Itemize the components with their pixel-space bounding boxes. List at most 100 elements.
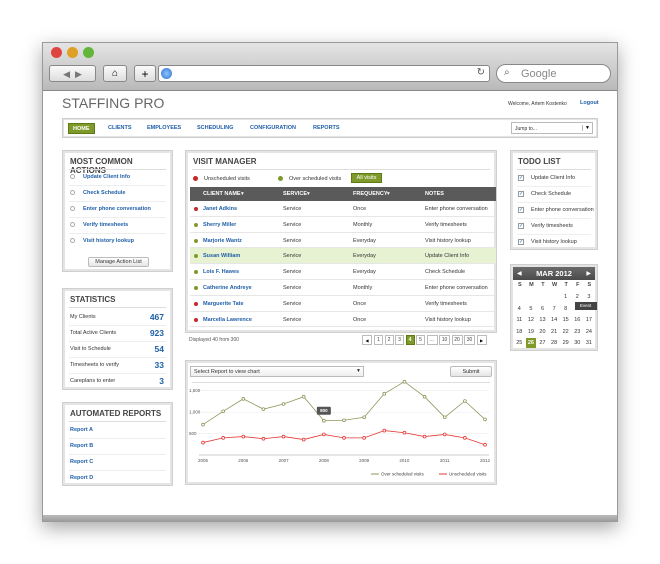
client-name[interactable]: Lois F. Hawes <box>203 269 240 276</box>
zoom-button[interactable] <box>83 47 94 58</box>
calendar-day[interactable]: 29 <box>562 340 569 346</box>
page-button[interactable]: 20 <box>451 335 463 345</box>
calendar-day[interactable]: 6 <box>540 305 545 312</box>
calendar-day[interactable]: 4 <box>517 305 521 312</box>
table-row[interactable]: Sherry Miller Service Monthly Verify timesh… <box>190 217 496 233</box>
calendar-day[interactable]: 3 <box>587 294 591 300</box>
calendar-day[interactable]: 15 <box>562 317 569 323</box>
report-link[interactable]: Report D <box>70 475 94 481</box>
manage-button[interactable]: Manage Action List <box>88 257 149 267</box>
nav-item[interactable]: EMPLOYEES <box>147 125 182 131</box>
page-button[interactable]: 3 <box>395 335 404 345</box>
column-header[interactable]: SERVICE <box>283 191 308 197</box>
next-month[interactable]: ▶ <box>586 271 591 277</box>
calendar-day[interactable]: 16 <box>574 317 581 323</box>
calendar-day[interactable]: 19 <box>527 328 534 335</box>
client-name[interactable]: Marguerite Tate <box>203 300 244 307</box>
calendar-day[interactable]: 20 <box>539 328 546 335</box>
table-row[interactable]: Lois F. Hawes Service Everyday Check Schedu… <box>190 264 496 280</box>
calendar-day[interactable]: 7 <box>552 305 556 312</box>
back-forward[interactable]: ◀ ▶ <box>49 65 96 82</box>
checkbox[interactable]: ✓ <box>518 207 524 213</box>
client-name[interactable]: Marjorie Wantz <box>203 237 242 244</box>
nav-item[interactable]: SCHEDULING <box>197 125 234 131</box>
table-row[interactable]: Marjorie Wantz Service Everyday Visit histo… <box>190 233 496 249</box>
calendar-day[interactable]: 2 <box>575 294 579 300</box>
page-button[interactable]: ... <box>426 335 438 345</box>
client-name[interactable]: Sherry Miller <box>203 221 237 228</box>
page-next[interactable]: ▶ <box>476 335 487 345</box>
page-button[interactable]: 10 <box>439 335 450 345</box>
nav-item[interactable]: CONFIGURATION <box>250 125 297 131</box>
column-header[interactable]: FREQUENCY <box>353 191 388 197</box>
calendar-day[interactable]: 26 <box>525 338 537 348</box>
x-tick-label: 2010 <box>399 458 410 463</box>
client-name[interactable]: Susan William <box>203 253 241 260</box>
calendar-day[interactable]: 22 <box>562 328 569 335</box>
calendar-day[interactable]: 25 <box>516 340 523 346</box>
calendar-day[interactable]: 1 <box>564 294 568 300</box>
home-button[interactable]: ⌂ <box>103 65 127 82</box>
client-name[interactable]: Catherine Andreye <box>203 285 252 291</box>
legend-label: Unscheduled visits <box>449 472 487 477</box>
calendar-day[interactable]: 17 <box>585 317 592 323</box>
table-row[interactable]: Janet Adkins Service Once Enter phone conve… <box>190 201 496 217</box>
checkbox[interactable]: ✓ <box>518 175 524 181</box>
table-row[interactable]: Marguerite Tate Service Once Verify timeshe… <box>190 296 496 312</box>
report-link[interactable]: Report B <box>70 443 94 449</box>
calendar-day[interactable]: 5 <box>529 305 533 312</box>
minimize-button[interactable] <box>67 47 78 58</box>
page-button[interactable]: 5 <box>416 335 425 345</box>
page-button[interactable]: 1 <box>374 335 383 345</box>
report-link[interactable]: Report C <box>70 459 94 465</box>
calendar-day[interactable]: 31 <box>585 340 592 346</box>
client-name[interactable]: Marcella Lawrence <box>203 316 252 323</box>
filter-button[interactable]: All visits <box>351 173 382 183</box>
address-bar[interactable]: ↻ <box>158 65 490 82</box>
submit-button[interactable]: Submit <box>450 366 492 377</box>
calendar-day[interactable]: 8 <box>564 305 568 312</box>
report-link[interactable]: Report A <box>70 427 94 433</box>
table-row[interactable]: Marcella Lawrence Service Once Visit histor… <box>190 312 496 328</box>
checkbox[interactable]: ✓ <box>518 223 524 229</box>
data-point <box>422 434 427 439</box>
page-button[interactable]: 2 <box>384 335 394 345</box>
table-row[interactable]: Susan William Service Everyday Update Clien… <box>190 248 496 265</box>
calendar-day[interactable]: 18 <box>516 328 523 335</box>
nav-item[interactable]: REPORTS <box>313 125 340 131</box>
calendar-day[interactable]: 13 <box>539 317 546 323</box>
report-select[interactable]: Select Report to view chart ▼ <box>190 366 364 377</box>
column-header[interactable]: CLIENT NAME <box>203 191 241 197</box>
page-button[interactable]: 4 <box>405 335 415 345</box>
calendar-day[interactable]: 23 <box>574 328 581 335</box>
new-tab-button[interactable]: + <box>134 65 156 82</box>
jump-select[interactable]: Jump to... ▼ <box>511 122 593 134</box>
column-header: NOTES <box>425 191 444 197</box>
prev-month[interactable]: ◀ <box>517 271 522 277</box>
calendar-day[interactable]: 27 <box>539 340 546 346</box>
calendar-day[interactable]: 30 <box>574 340 581 346</box>
action-link[interactable]: Enter phone conversation <box>83 206 151 212</box>
action-link[interactable]: Update Client Info <box>83 174 131 180</box>
action-link[interactable]: Visit history lookup <box>83 238 134 244</box>
logout-link[interactable]: Logout <box>580 100 599 106</box>
calendar-day[interactable]: 12 <box>527 317 534 323</box>
reload-icon[interactable]: ↻ <box>476 67 485 78</box>
table-row[interactable]: Catherine Andreye Service Monthly Enter pho… <box>190 280 496 296</box>
search-box[interactable]: Google ⌕ <box>496 64 611 83</box>
page-prev[interactable]: ◀ <box>362 335 372 345</box>
close-button[interactable] <box>51 47 62 58</box>
checkbox[interactable]: ✓ <box>518 239 524 245</box>
checkbox[interactable]: ✓ <box>518 191 524 197</box>
calendar-day[interactable]: 21 <box>551 328 558 335</box>
client-name[interactable]: Janet Adkins <box>203 206 238 212</box>
page-button[interactable]: 30 <box>464 335 475 345</box>
action-link[interactable]: Check Schedule <box>83 190 126 196</box>
action-link[interactable]: Verify timesheets <box>83 222 129 228</box>
calendar-day[interactable]: 24 <box>585 328 592 335</box>
nav-item[interactable]: HOME <box>68 123 95 134</box>
calendar-day[interactable]: 11 <box>516 317 523 323</box>
calendar-day[interactable]: 28 <box>551 340 558 346</box>
calendar-day[interactable]: 14 <box>551 317 558 323</box>
nav-item[interactable]: CLIENTS <box>108 125 132 131</box>
